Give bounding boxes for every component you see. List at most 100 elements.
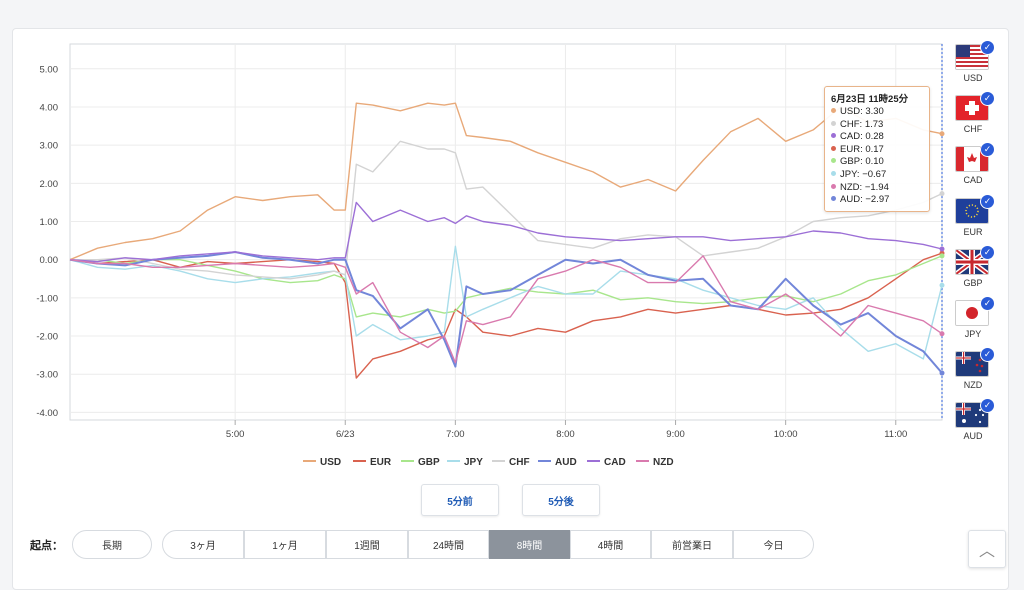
tooltip-currency-code: CAD	[840, 131, 861, 143]
range-option-4[interactable]: 24時間	[408, 530, 489, 559]
ch-flag-icon	[955, 95, 989, 122]
y-tick-label: 0.00	[40, 255, 59, 266]
y-tick-label: 1.00	[40, 217, 59, 228]
series-line-usd	[69, 102, 943, 261]
currency-toggle-aud[interactable]: ✓ AUD	[953, 398, 995, 448]
tooltip-currency-code: CHF	[840, 118, 860, 130]
currency-code-label: NZD	[963, 380, 983, 391]
tooltip-row-jpy: JPY: −0.67	[831, 169, 923, 182]
y-tick-label: -1.00	[36, 293, 58, 304]
currency-toggle-usd[interactable]: ✓ USD	[953, 40, 995, 90]
tooltip-currency-code: JPY	[840, 168, 857, 180]
series-endpoint-cad	[939, 246, 945, 252]
checkmark-icon: ✓	[980, 347, 995, 363]
range-option-5[interactable]: 8時間	[489, 530, 570, 559]
checkmark-icon: ✓	[980, 40, 995, 55]
legend-label-cad: CAD	[604, 457, 626, 468]
tooltip-currency-code: NZD	[840, 181, 860, 193]
tooltip-color-dot	[831, 183, 836, 189]
range-option-3[interactable]: 1週間	[326, 530, 408, 559]
nz-flag-icon	[955, 351, 989, 378]
tooltip-row-aud: AUD: −2.97	[831, 194, 923, 207]
checkmark-icon: ✓	[980, 91, 995, 107]
checkmark-icon: ✓	[980, 398, 995, 414]
x-tick-label: 8:00	[556, 429, 575, 440]
tooltip-value: −0.67	[862, 168, 887, 180]
checkmark-icon: ✓	[980, 142, 995, 158]
currency-code-label: GBP	[963, 277, 983, 288]
legend-label-eur: EUR	[370, 457, 392, 468]
x-tick-label: 6/23	[336, 429, 355, 440]
checkmark-icon: ✓	[980, 244, 995, 260]
currency-code-label: JPY	[964, 329, 982, 339]
checkmark-icon: ✓	[980, 296, 995, 311]
y-tick-label: 3.00	[40, 141, 59, 152]
tooltip-color-dot	[831, 120, 836, 126]
series-endpoint-usd	[939, 131, 945, 137]
series-line-nzd	[69, 255, 943, 364]
range-option-8[interactable]: 今日	[733, 530, 814, 559]
series-endpoint-nzd	[939, 331, 945, 337]
tooltip-value: −2.97	[865, 194, 890, 206]
tooltip-value: 0.28	[865, 131, 884, 143]
currency-code-label: AUD	[963, 431, 983, 442]
tooltip-color-dot	[831, 170, 836, 176]
y-tick-label: -3.00	[36, 370, 58, 381]
series-line-cad	[69, 201, 943, 263]
tooltip-title: 6月23日 11時25分	[831, 94, 909, 105]
tooltip-row-eur: EUR: 0.17	[831, 144, 923, 157]
tooltip-color-dot	[831, 145, 836, 151]
scroll-top-button[interactable]: ︿	[968, 530, 1006, 568]
currency-toggle-gbp[interactable]: ✓ GBP	[953, 244, 995, 295]
currency-code-label: EUR	[963, 226, 983, 237]
tooltip-currency-code: GBP	[840, 156, 861, 168]
currency-code-label: CHF	[963, 124, 983, 135]
tooltip-color-dot	[831, 133, 836, 139]
y-tick-label: 4.00	[40, 102, 59, 113]
gb-flag-icon	[955, 248, 989, 275]
x-tick-label: 11:00	[884, 429, 907, 440]
currency-code-label: CAD	[963, 175, 983, 186]
currency-toggle-cad[interactable]: ✓ CAD	[953, 142, 995, 192]
range-option-2[interactable]: 1ヶ月	[244, 530, 326, 559]
x-tick-label: 10:00	[774, 429, 798, 440]
legend-label-chf: CHF	[509, 457, 530, 468]
next-5min-button[interactable]: 5分後	[522, 484, 600, 516]
tooltip-row-usd: USD: 3.30	[831, 106, 923, 119]
legend-label-nzd: NZD	[653, 457, 674, 468]
tooltip-currency-code: EUR	[840, 143, 861, 155]
range-option-6[interactable]: 4時間	[570, 530, 651, 559]
x-tick-label: 7:00	[446, 429, 465, 440]
tooltip-row-chf: CHF: 1.73	[831, 119, 923, 132]
currency-toggle-eur[interactable]: ✓ EUR	[953, 193, 995, 244]
series-line-jpy	[69, 245, 943, 360]
currency-code-label: USD	[963, 73, 983, 83]
series-endpoint-chf	[939, 191, 945, 197]
series-endpoint-aud	[939, 370, 945, 376]
tooltip-row-gbp: GBP: 0.10	[831, 156, 923, 169]
legend-label-gbp: GBP	[418, 457, 440, 468]
x-tick-label: 9:00	[666, 429, 685, 440]
tooltip-color-dot	[831, 108, 836, 113]
tooltip-row-cad: CAD: 0.28	[831, 131, 923, 144]
range-option-0[interactable]: 長期	[72, 530, 152, 559]
currency-toggle-jpy[interactable]: ✓ JPY	[953, 296, 995, 346]
prev-5min-button[interactable]: 5分前	[421, 484, 499, 516]
tooltip-value: 3.30	[865, 106, 884, 117]
series-endpoint-jpy	[939, 282, 945, 288]
fx-strength-chart: 5.00 4.00 3.00 2.00 1.00 0.00 -1.00 -2.00 -3.00 -…	[36, 43, 945, 468]
range-label: 起点：	[30, 540, 63, 552]
tooltip-currency-code: AUD	[840, 194, 861, 206]
series-endpoint-gbp	[939, 253, 945, 259]
currency-toggle-chf[interactable]: ✓ CHF	[953, 91, 995, 141]
tooltip-value: 0.10	[865, 156, 884, 168]
tooltip-row-nzd: NZD: −1.94	[831, 182, 923, 195]
range-option-7[interactable]: 前営業日	[651, 530, 733, 559]
y-tick-label: -4.00	[36, 408, 58, 419]
checkmark-icon: ✓	[980, 193, 995, 209]
tooltip-value: −1.94	[864, 181, 889, 193]
series-line-gbp	[70, 255, 943, 318]
currency-toggle-nzd[interactable]: ✓ NZD	[953, 347, 995, 397]
range-option-1[interactable]: 3ヶ月	[162, 530, 244, 559]
tooltip-value: 0.17	[865, 143, 884, 155]
